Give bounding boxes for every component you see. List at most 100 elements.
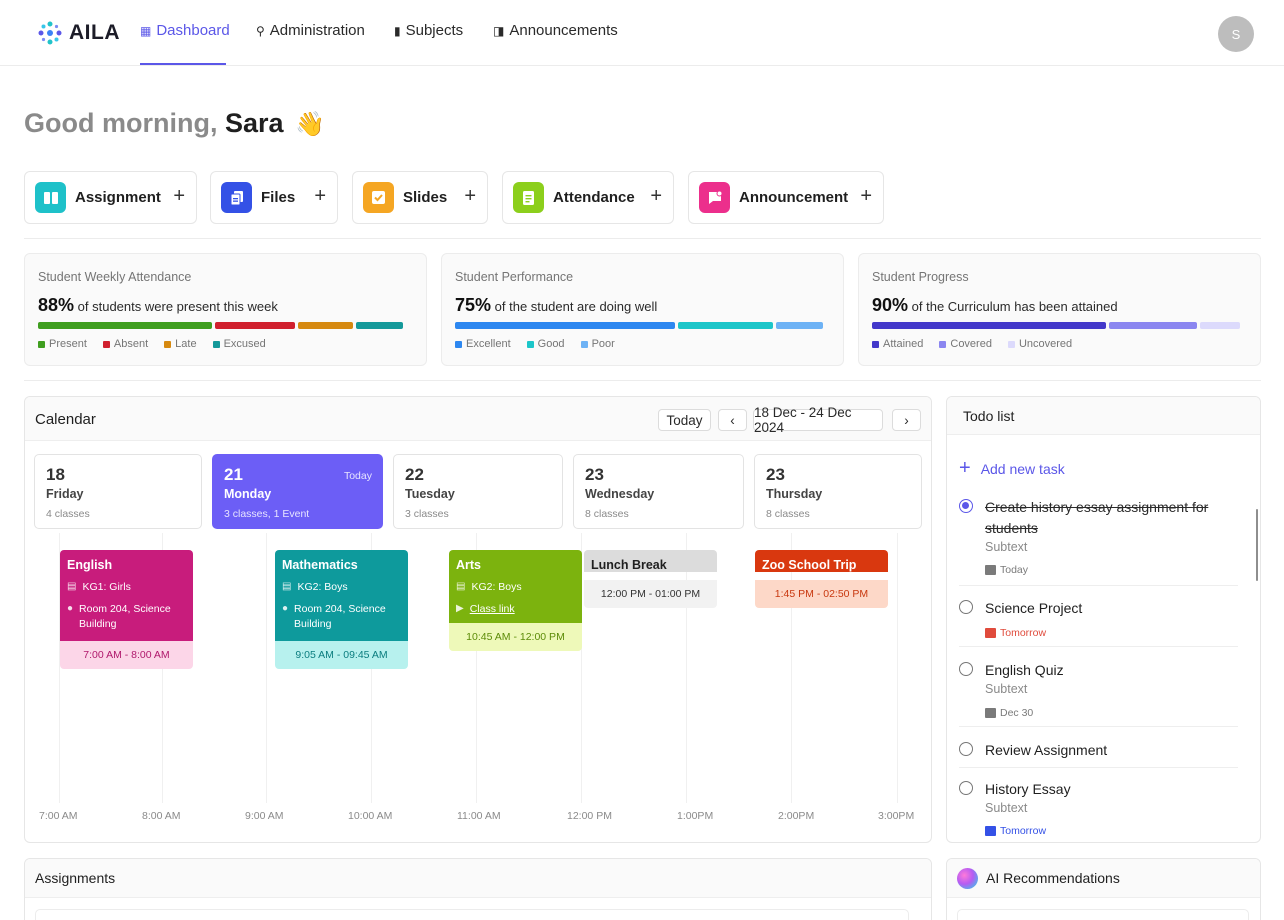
task-name: Create history essay assignment for stud… bbox=[985, 499, 1209, 536]
event-time: 12:00 PM - 01:00 PM bbox=[584, 580, 717, 608]
date-range-picker[interactable]: 18 Dec - 24 Dec 2024 bbox=[753, 405, 883, 435]
ai-recommendations-panel: AI Recommendations bbox=[946, 858, 1261, 920]
brand-logo[interactable]: AILA bbox=[37, 20, 120, 46]
quick-action-assignment[interactable]: Assignment + bbox=[24, 171, 197, 224]
avatar[interactable]: S bbox=[1218, 16, 1254, 52]
today-tag: Today bbox=[343, 470, 372, 482]
quick-action-slides[interactable]: Slides + bbox=[352, 171, 488, 224]
legend-swatch bbox=[580, 340, 588, 348]
time-gridline bbox=[476, 533, 477, 803]
task-name: History Essay bbox=[985, 781, 1071, 797]
task-item[interactable]: Review Assignment bbox=[959, 740, 1238, 768]
greeting-prefix: Good morning, bbox=[24, 108, 218, 138]
grid-icon: ▦ bbox=[140, 23, 152, 38]
task-date-text: Dec 30 bbox=[1000, 707, 1034, 719]
event-card-english[interactable]: English ▤ KG1: Girls ● Room 204, Science B… bbox=[60, 550, 193, 669]
nav-dashboard[interactable]: ▦ Dashboard bbox=[140, 22, 230, 39]
class-link[interactable]: Class link bbox=[469, 603, 515, 616]
task-item[interactable]: English Quiz Subtext Dec 30 bbox=[959, 660, 1238, 727]
todo-scrollbar[interactable] bbox=[1256, 509, 1258, 581]
clipboard-icon bbox=[513, 182, 544, 213]
assignment-card[interactable] bbox=[35, 909, 909, 920]
book-open-icon bbox=[35, 182, 66, 213]
event-location: ● Room 204, Science Building bbox=[67, 602, 186, 632]
stat-title: Student Progress bbox=[872, 270, 969, 284]
next-week-button[interactable]: › bbox=[892, 409, 921, 431]
stat-bar bbox=[38, 322, 410, 329]
task-item[interactable]: Science Project Tomorrow bbox=[959, 598, 1238, 647]
plus-icon[interactable]: + bbox=[314, 185, 326, 207]
stat-bar-segment-poor bbox=[775, 322, 824, 329]
nav-administration[interactable]: ⚲ Administration bbox=[256, 22, 365, 39]
task-date: Dec 30 bbox=[985, 707, 1033, 719]
event-card-lunch-break[interactable]: Lunch Break 12:00 PM - 01:00 PM bbox=[584, 550, 717, 608]
task-checkbox[interactable] bbox=[959, 662, 973, 676]
time-gridline bbox=[791, 533, 792, 803]
time-label: 3:00PM bbox=[878, 810, 915, 822]
day-summary: 3 classes, 1 Event bbox=[224, 508, 310, 520]
task-checkbox[interactable] bbox=[959, 742, 973, 756]
stat-value: 88% bbox=[38, 295, 75, 315]
day-number: 23 bbox=[766, 465, 785, 484]
today-button[interactable]: Today bbox=[658, 409, 711, 431]
legend-swatch bbox=[939, 340, 947, 348]
task-checkbox[interactable] bbox=[959, 781, 973, 795]
task-checkbox[interactable] bbox=[959, 499, 973, 513]
ai-recommendation-card[interactable] bbox=[957, 909, 1249, 920]
legend-label: Excused bbox=[223, 338, 266, 350]
calendar-header: Calendar Today ‹ 18 Dec - 24 Dec 2024 › bbox=[25, 397, 931, 441]
time-label: 1:00PM bbox=[677, 810, 714, 822]
day-name: Thursday bbox=[766, 487, 823, 501]
time-label: 9:00 AM bbox=[245, 810, 284, 822]
add-task-button[interactable]: + Add new task bbox=[959, 457, 1065, 480]
calendar-title: Calendar bbox=[35, 411, 96, 428]
day-number: 21 bbox=[224, 465, 243, 484]
stat-bar bbox=[455, 322, 827, 329]
event-card-arts[interactable]: Arts ▤ KG2: Boys ▶ Class link 10:45 AM - 1… bbox=[449, 550, 582, 652]
task-item[interactable]: History Essay Subtext Tomorrow bbox=[959, 779, 1238, 842]
task-checkbox[interactable] bbox=[959, 600, 973, 614]
legend-label: Late bbox=[175, 338, 197, 350]
event-card-zoo-school-trip[interactable]: Zoo School Trip 1:45 PM - 02:50 PM bbox=[755, 550, 888, 608]
stat-card-progress: Student Progress 90% of the Curriculum h… bbox=[858, 253, 1261, 366]
plus-icon[interactable]: + bbox=[860, 185, 872, 207]
nav-active-indicator bbox=[140, 63, 226, 65]
day-card[interactable]: 18 Friday 4 classes bbox=[34, 454, 202, 529]
event-group-text: KG2: Boys bbox=[471, 581, 522, 593]
event-body: Mathematics ▤ KG2: Boys ● Room 204, Scienc… bbox=[275, 550, 408, 641]
event-card-mathematics[interactable]: Mathematics ▤ KG2: Boys ● Room 204, Scienc… bbox=[275, 550, 408, 669]
quick-action-announcement[interactable]: Announcement + bbox=[688, 171, 884, 224]
time-gridline bbox=[686, 533, 687, 803]
plus-icon[interactable]: + bbox=[173, 185, 185, 207]
day-summary: 4 classes bbox=[46, 508, 90, 520]
stat-value: 90% bbox=[872, 295, 909, 315]
plus-icon[interactable]: + bbox=[464, 185, 476, 207]
nav-subjects[interactable]: ▮ Subjects bbox=[394, 22, 463, 39]
nav-announcements[interactable]: ◨ Announcements bbox=[493, 22, 618, 39]
quick-action-attendance[interactable]: Attendance + bbox=[502, 171, 674, 224]
event-location-text: Room 204, Science Building bbox=[294, 603, 386, 631]
stat-text: of the student are doing well bbox=[494, 299, 658, 314]
legend-swatch bbox=[526, 340, 534, 348]
day-card[interactable]: 23 Wednesday 8 classes bbox=[573, 454, 744, 529]
prev-week-button[interactable]: ‹ bbox=[718, 409, 747, 431]
time-label: 7:00 AM bbox=[39, 810, 78, 822]
event-title: Lunch Break bbox=[591, 558, 667, 572]
time-gridline bbox=[897, 533, 898, 803]
ai-orb-icon bbox=[957, 868, 978, 889]
quick-action-files[interactable]: Files + bbox=[210, 171, 338, 224]
event-time: 1:45 PM - 02:50 PM bbox=[755, 580, 888, 608]
day-card-today[interactable]: 21 Today Monday 3 classes, 1 Event bbox=[212, 454, 383, 529]
stat-bar-segment-present bbox=[38, 322, 213, 329]
day-number: 22 bbox=[405, 465, 424, 484]
day-card[interactable]: 22 Tuesday 3 classes bbox=[393, 454, 563, 529]
plus-icon[interactable]: + bbox=[650, 185, 662, 207]
day-card[interactable]: 23 Thursday 8 classes bbox=[754, 454, 922, 529]
time-label: 11:00 AM bbox=[457, 810, 501, 822]
stat-legend: Excellent Good Poor bbox=[455, 338, 615, 350]
legend-label: Present bbox=[49, 338, 87, 350]
stat-bar bbox=[872, 322, 1244, 329]
event-body: Lunch Break bbox=[584, 550, 717, 572]
legend-item: Good bbox=[526, 338, 565, 350]
task-item[interactable]: Create history essay assignment for stud… bbox=[959, 497, 1238, 586]
